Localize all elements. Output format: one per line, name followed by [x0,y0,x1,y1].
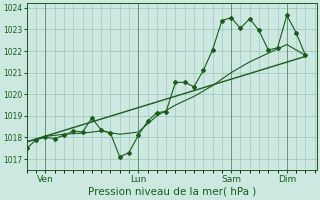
X-axis label: Pression niveau de la mer( hPa ): Pression niveau de la mer( hPa ) [88,187,256,197]
